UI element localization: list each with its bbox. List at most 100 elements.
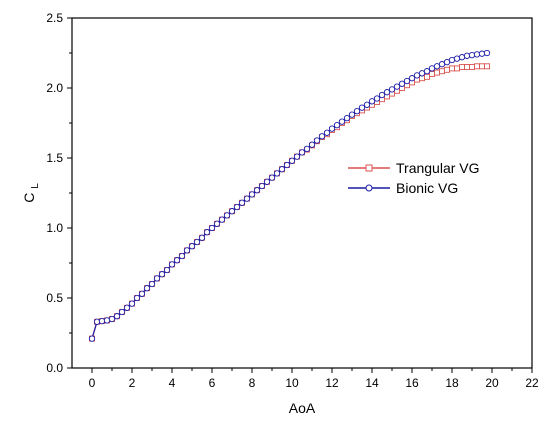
- data-point: [383, 89, 391, 96]
- y-axis-label-subscript: L: [30, 183, 41, 189]
- data-point: [439, 68, 445, 75]
- data-point: [464, 64, 470, 70]
- data-point: [444, 66, 450, 73]
- data-point: [268, 174, 276, 181]
- x-tick-label: 2: [129, 376, 136, 390]
- data-point: [118, 308, 126, 316]
- data-point: [403, 77, 411, 85]
- data-point: [88, 335, 96, 342]
- data-point: [218, 216, 226, 223]
- series-trangular-vg: [89, 63, 490, 342]
- x-tick-label: 8: [249, 376, 256, 390]
- data-point: [373, 95, 381, 102]
- data-point: [263, 178, 271, 185]
- y-axis-label: C L: [21, 183, 41, 203]
- data-point: [368, 98, 376, 105]
- data-point: [108, 315, 116, 323]
- data-point: [353, 107, 361, 115]
- data-point: [378, 91, 386, 99]
- data-point: [293, 153, 301, 160]
- data-point: [208, 224, 216, 232]
- x-tick-label: 12: [325, 376, 339, 390]
- legend-label: Bionic VG: [396, 180, 458, 196]
- data-point: [203, 229, 211, 236]
- data-point: [273, 170, 281, 177]
- data-point: [484, 63, 490, 70]
- x-tick-label: 14: [365, 376, 379, 390]
- data-point: [308, 141, 316, 148]
- data-point: [429, 71, 435, 77]
- data-point: [193, 238, 201, 246]
- data-point: [333, 121, 341, 129]
- data-point: [178, 252, 186, 260]
- data-point: [469, 64, 475, 70]
- data-point: [463, 52, 471, 59]
- x-tick-label: 18: [445, 376, 459, 390]
- data-point: [483, 49, 491, 57]
- y-tick-label: 1.5: [46, 151, 63, 165]
- data-point: [223, 212, 231, 219]
- data-point: [213, 220, 221, 227]
- legend-item: Bionic VG: [348, 180, 458, 196]
- data-point: [128, 300, 136, 307]
- x-tick-label: 16: [405, 376, 419, 390]
- data-point: [474, 63, 480, 70]
- data-point: [459, 64, 465, 70]
- data-point: [479, 63, 485, 70]
- data-point: [288, 157, 296, 164]
- legend-label: Trangular VG: [396, 160, 480, 176]
- x-tick-label: 6: [209, 376, 216, 390]
- legend-item: Trangular VG: [348, 160, 480, 176]
- data-point: [283, 161, 291, 169]
- data-point: [434, 69, 440, 76]
- x-tick-label: 22: [525, 376, 539, 390]
- data-point: [188, 243, 196, 250]
- x-tick-label: 20: [485, 376, 499, 390]
- data-point: [348, 111, 356, 118]
- y-axis-label-main: C: [21, 193, 37, 203]
- data-point: [473, 51, 481, 58]
- data-point: [303, 145, 311, 153]
- data-point: [113, 313, 121, 320]
- data-point: [363, 101, 371, 108]
- data-point: [123, 304, 131, 311]
- data-point: [298, 149, 306, 156]
- legend: Trangular VG Bionic VG: [348, 160, 480, 196]
- data-point: [358, 104, 366, 111]
- data-point: [449, 65, 455, 72]
- data-point: [173, 257, 181, 264]
- data-point: [338, 118, 346, 125]
- data-point: [278, 166, 286, 173]
- data-point: [253, 187, 261, 194]
- data-point: [318, 133, 326, 140]
- series-bionic-vg: [88, 49, 491, 342]
- data-point: [133, 294, 141, 302]
- data-point: [163, 266, 171, 274]
- data-point: [238, 199, 246, 206]
- data-point: [408, 75, 416, 82]
- x-tick-label: 0: [89, 376, 96, 390]
- data-point: [198, 234, 206, 241]
- data-point: [398, 80, 406, 87]
- data-point: [328, 125, 336, 132]
- data-point: [168, 261, 176, 268]
- data-point: [183, 247, 191, 254]
- data-point: [228, 208, 236, 215]
- y-tick-label: 0.0: [46, 361, 63, 375]
- data-point: [138, 290, 146, 297]
- data-point: [258, 182, 266, 190]
- legend-marker: [365, 164, 373, 172]
- y-tick-label: 2.5: [46, 11, 63, 25]
- data-point: [98, 317, 106, 325]
- x-tick-label: 4: [169, 376, 176, 390]
- data-point: [388, 86, 396, 93]
- data-point: [454, 65, 460, 72]
- series-line: [91, 65, 487, 339]
- data-point: [148, 280, 156, 288]
- data-point: [158, 271, 166, 278]
- series-layer: [88, 49, 491, 342]
- data-point: [243, 195, 251, 202]
- data-point: [143, 285, 151, 292]
